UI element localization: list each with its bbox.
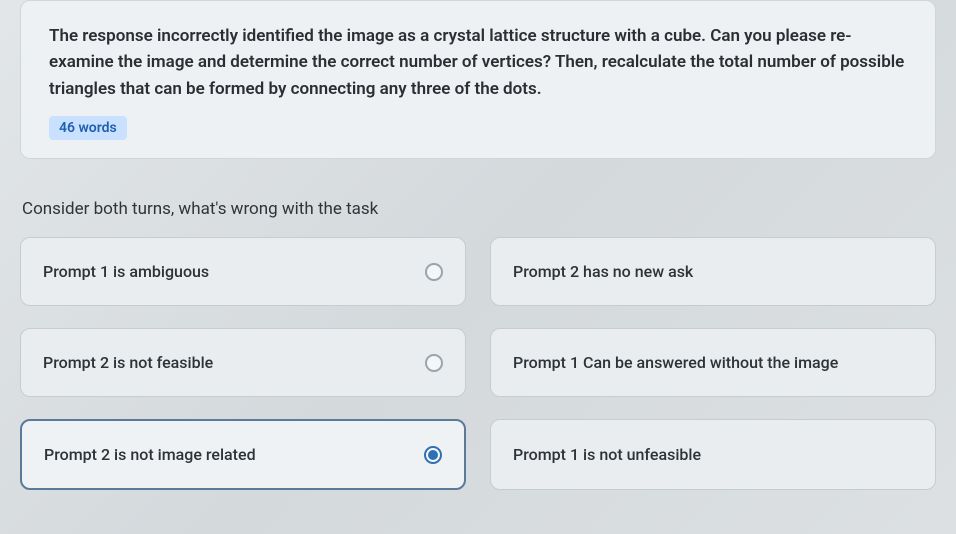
option-prompt1-not-unfeasible[interactable]: Prompt 1 is not unfeasible [490,419,936,490]
radio-icon [425,354,443,372]
option-label: Prompt 2 is not image related [44,445,256,464]
option-label: Prompt 1 is ambiguous [43,262,209,281]
options-grid: Prompt 1 is ambiguous Prompt 2 has no ne… [0,237,956,490]
option-label: Prompt 2 is not feasible [43,353,213,372]
radio-icon [425,263,443,281]
prompt-card: The response incorrectly identified the … [20,0,936,159]
option-label: Prompt 1 is not unfeasible [513,445,701,464]
option-label: Prompt 1 Can be answered without the ima… [513,353,838,372]
option-label: Prompt 2 has no new ask [513,262,693,281]
option-prompt2-not-feasible[interactable]: Prompt 2 is not feasible [20,328,466,397]
word-count-badge: 46 words [49,116,127,140]
option-prompt2-not-image-related[interactable]: Prompt 2 is not image related [20,419,466,490]
option-prompt2-no-new-ask[interactable]: Prompt 2 has no new ask [490,237,936,306]
prompt-text: The response incorrectly identified the … [49,23,907,102]
question-text: Consider both turns, what's wrong with t… [22,199,956,219]
option-prompt1-no-image[interactable]: Prompt 1 Can be answered without the ima… [490,328,936,397]
radio-icon [424,446,442,464]
option-prompt1-ambiguous[interactable]: Prompt 1 is ambiguous [20,237,466,306]
task-review-panel: { "prompt_card": { "text": "The response… [0,0,956,534]
